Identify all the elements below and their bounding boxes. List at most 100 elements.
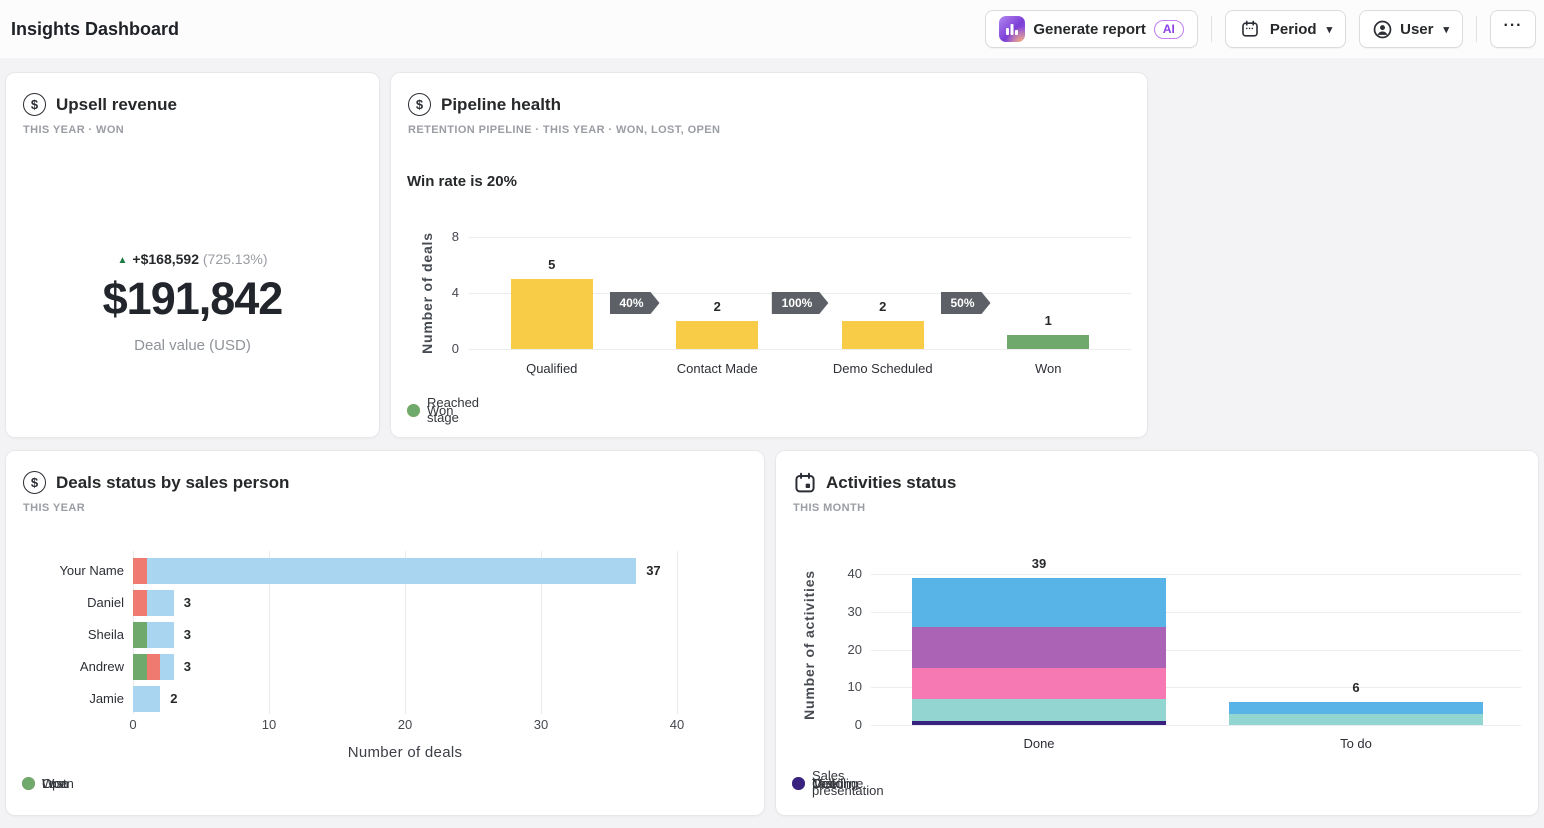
y-axis-title: Number of activities [801,570,817,720]
bar-total-label: 3 [183,658,192,674]
legend-item-won[interactable]: Won [22,776,69,791]
y-tick-label: 0 [854,717,862,732]
gridline [469,349,1131,350]
x-category-label: Done [1023,736,1055,751]
bar-total-label: 37 [646,562,661,578]
deals-bar-chart: 0 10 20 30 40 Your Name 37 Daniel 3 Sheila 3 Andrew… [6,451,764,815]
x-axis-title: Number of deals [347,744,463,761]
bar-value-label: 2 [879,299,887,314]
bar-value-label: 5 [548,257,556,272]
legend-label: Meeting [812,775,859,791]
x-tick-label: 30 [533,717,549,732]
funnel-bar-won[interactable] [1007,335,1090,349]
legend-dot [22,776,35,790]
funnel-bar-contact-made[interactable] [676,321,759,349]
header-divider [1210,16,1212,42]
card-title: Activities status [826,472,957,492]
y-axis-title: Number of deals [419,232,435,354]
row-label-your-name: Your Name [59,562,124,578]
bar-segment-meeting[interactable] [1229,713,1483,725]
funnel-bar-qualified[interactable] [510,279,593,349]
bar-segment-sales-presentation[interactable] [912,721,1166,725]
ai-badge: AI [1153,19,1184,39]
card-subtitle: THIS MONTH [793,502,866,514]
bar-total-label: 2 [170,690,178,706]
card-header: Activities status THIS MONTH [793,471,1521,514]
user-icon [1373,20,1392,39]
gridline [677,551,678,714]
bar-segment-open[interactable] [146,557,637,584]
y-tick-label: 0 [451,341,459,356]
delta-value: +$168,592 [132,251,199,267]
y-tick-label: 8 [451,229,459,244]
user-dropdown[interactable]: User ▾ [1359,10,1463,48]
gridline [871,649,1521,651]
bar-segment-open[interactable] [146,621,174,648]
y-tick-label: 40 [847,566,862,581]
y-tick-label: 10 [847,679,862,695]
bar-segment-call[interactable] [912,577,1166,627]
legend-label: Lost [42,775,67,791]
generate-report-button[interactable]: Generate report AI [985,10,1198,48]
top-bar: Insights Dashboard Generate report AI Pe… [0,0,1544,58]
conversion-badge: 40% [609,292,659,314]
trend-up-icon: ▲ [117,255,128,266]
activities-bar-chart: 0 10 20 30 40 Number of activities 39 Done 6 To d… [776,451,1538,815]
x-tick-label: 10 [261,717,277,732]
user-label: User [1400,20,1434,38]
bar-total-label: 3 [183,594,192,610]
gridline [871,611,1521,613]
page-title: Insights Dashboard [11,18,180,39]
bar-segment-call[interactable] [1229,702,1483,714]
bar-segment-task[interactable] [912,626,1166,669]
x-category-label: Won [1035,361,1062,376]
bar-value-label: 1 [1044,313,1052,328]
card-header: $ Upsell revenue THIS YEAR · WON [23,93,362,136]
bar-segment-lost[interactable] [133,589,147,616]
bar-segment-lost[interactable] [146,653,161,680]
legend-label: Reached stage [427,395,480,425]
gridline [269,551,270,714]
ai-bar-chart-icon [999,16,1026,42]
legend-label: Call [812,775,835,791]
card-title: Upsell revenue [56,94,177,114]
period-label: Period [1269,20,1317,38]
bar-segment-open[interactable] [133,685,161,712]
x-category-label: Demo Scheduled [832,361,933,376]
funnel-bar-demo-scheduled[interactable] [841,321,924,349]
more-button[interactable]: ··· [1490,10,1536,48]
calendar-icon [1239,18,1262,41]
legend-label: Won [42,775,69,791]
x-category-label: Qualified [526,361,578,376]
win-rate-text: Win rate is 20% [407,173,517,190]
row-label-jamie: Jamie [89,690,124,706]
card-title: Pipeline health [441,94,561,114]
header-divider [1476,16,1477,42]
bar-segment-won[interactable] [133,621,147,648]
legend-label: Task [812,775,839,791]
bar-segment-open[interactable] [146,589,174,616]
bar-segment-won[interactable] [133,653,147,680]
legend-item-sales-presentation[interactable]: Sales presentation [792,768,884,798]
period-dropdown[interactable]: Period ▾ [1224,10,1347,48]
legend-item-won[interactable]: Won [407,403,454,418]
y-tick-label: 4 [451,285,459,300]
card-title: Deals status by sales person [56,472,290,492]
bar-segment-meeting[interactable] [912,698,1166,722]
row-label-sheila: Sheila [87,626,124,642]
deal-value-caption: Deal value (USD) [134,337,251,354]
x-tick-label: 40 [669,717,685,732]
bar-segment-open[interactable] [160,653,174,680]
legend-dot [407,403,420,417]
bar-segment-lost[interactable] [133,557,147,584]
x-category-label: To do [1340,736,1372,751]
pipeline-funnel-chart: 0 4 8 Number of deals 5 Qualified 2 Contact Mad… [391,73,1147,437]
delta-row: ▲ +$168,592 (725.13%) [6,251,379,267]
dollar-circle-icon: $ [408,93,431,116]
bar-segment-deadline[interactable] [912,668,1166,699]
legend-dot [792,776,805,790]
gridline [871,574,1521,575]
deals-status-card: $ Deals status by sales person THIS YEAR… [5,450,765,816]
card-header: $ Deals status by sales person THIS YEAR [23,471,747,514]
